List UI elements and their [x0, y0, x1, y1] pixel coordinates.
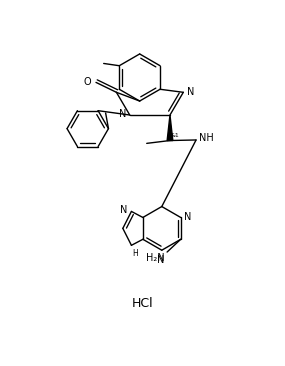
Text: O: O: [83, 77, 91, 87]
Text: N: N: [120, 205, 127, 215]
Text: &1: &1: [171, 133, 180, 138]
Text: N: N: [157, 255, 164, 265]
Text: N: N: [187, 87, 194, 97]
Text: N: N: [119, 109, 126, 119]
Text: HCl: HCl: [132, 297, 153, 310]
Text: NH: NH: [199, 133, 214, 143]
Text: H: H: [133, 249, 138, 258]
Text: N: N: [184, 212, 192, 222]
Polygon shape: [167, 115, 173, 141]
Text: H₂N: H₂N: [146, 254, 165, 264]
